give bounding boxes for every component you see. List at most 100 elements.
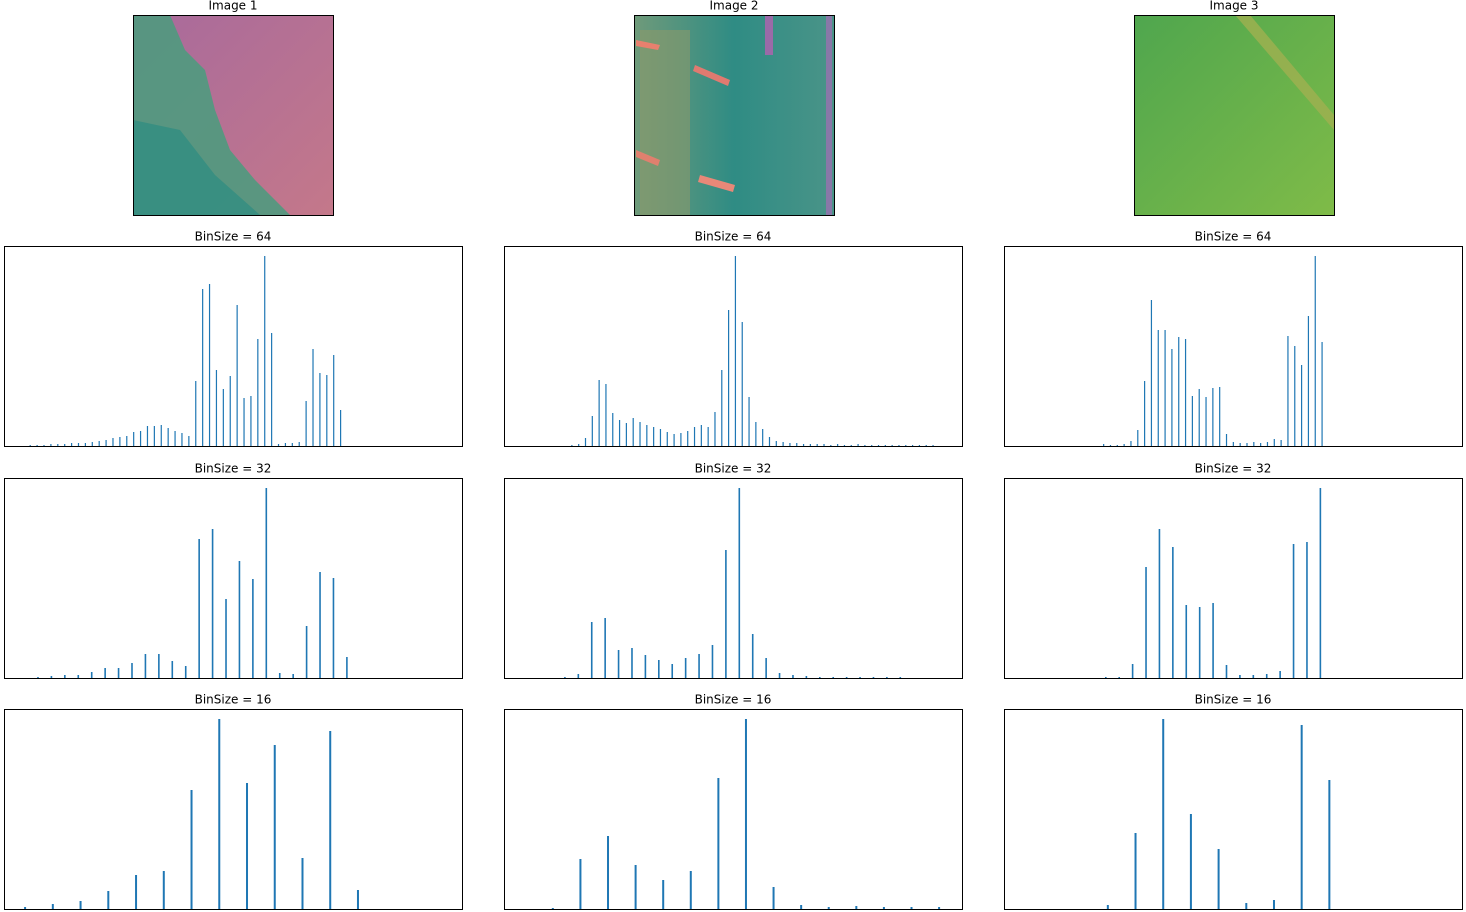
bar <box>131 663 133 678</box>
bar <box>748 397 750 446</box>
bar <box>271 333 273 446</box>
bar <box>1280 440 1282 446</box>
bar <box>305 626 308 678</box>
bar <box>312 349 314 446</box>
bar <box>891 445 893 446</box>
bar <box>1189 814 1192 909</box>
bar <box>1109 445 1112 446</box>
bar <box>857 444 859 446</box>
bar <box>577 674 580 678</box>
bar <box>872 677 875 678</box>
bar <box>146 426 149 446</box>
bar <box>1287 336 1289 446</box>
bar <box>64 444 66 446</box>
bar <box>765 658 767 678</box>
bar <box>37 677 39 678</box>
bar <box>346 657 348 678</box>
chart-title: BinSize = 64 <box>1195 230 1272 244</box>
chart-title: BinSize = 32 <box>195 462 272 476</box>
bar <box>772 887 775 909</box>
bar <box>1265 674 1268 678</box>
bar <box>243 398 245 446</box>
bar <box>938 907 941 909</box>
bar <box>632 418 634 446</box>
bar <box>1279 671 1281 678</box>
bar <box>222 389 224 446</box>
bar <box>1162 719 1165 909</box>
bar <box>112 438 114 446</box>
bar <box>711 645 714 678</box>
bar <box>198 539 200 678</box>
bar <box>188 436 190 446</box>
bar <box>356 890 359 909</box>
bar <box>1157 330 1159 446</box>
bar <box>864 445 866 446</box>
chart-title: BinSize = 32 <box>1195 462 1272 476</box>
bar <box>721 370 723 446</box>
bar <box>855 906 858 909</box>
axes-frame <box>1004 478 1463 679</box>
bar <box>1134 833 1137 909</box>
bar <box>680 433 682 446</box>
bar <box>29 445 31 446</box>
axes-frame <box>504 478 963 679</box>
bar <box>823 444 825 446</box>
bar <box>837 444 839 446</box>
bar <box>673 434 675 446</box>
bar <box>1239 675 1241 678</box>
bar <box>755 422 757 446</box>
bar <box>167 428 169 446</box>
bar <box>305 401 307 446</box>
chart-title: BinSize = 64 <box>195 230 272 244</box>
bar <box>326 375 328 446</box>
bar <box>605 384 607 446</box>
bar <box>551 908 554 909</box>
bar <box>208 284 211 446</box>
bar <box>264 256 266 446</box>
bar <box>1266 442 1269 446</box>
bar <box>884 445 886 446</box>
bar <box>1314 256 1316 446</box>
bar <box>910 907 913 909</box>
bar <box>1321 342 1323 446</box>
bar <box>1253 442 1255 446</box>
bar <box>843 445 846 446</box>
bar <box>273 745 276 909</box>
bar <box>162 871 165 909</box>
bar <box>181 433 183 446</box>
bar <box>1131 664 1134 678</box>
bar <box>98 441 100 446</box>
bar <box>775 441 777 446</box>
bar <box>1185 605 1188 678</box>
chart-title: BinSize = 16 <box>695 693 772 707</box>
bar <box>1212 603 1214 678</box>
bar <box>792 675 794 678</box>
axes-frame <box>504 246 963 447</box>
bar <box>789 443 791 446</box>
axes-frame <box>4 709 463 910</box>
bar <box>211 529 214 678</box>
bar <box>871 445 873 446</box>
bar <box>319 572 321 678</box>
bar <box>91 442 93 446</box>
bar <box>634 865 637 909</box>
bar <box>768 437 771 446</box>
bar <box>717 778 720 909</box>
bar <box>117 668 120 678</box>
bar <box>50 444 52 446</box>
bar <box>607 836 610 909</box>
bar <box>1272 900 1275 909</box>
bar <box>671 664 674 678</box>
bar <box>195 381 197 446</box>
bar <box>90 672 93 678</box>
bar <box>329 731 332 909</box>
bar <box>698 654 700 678</box>
axes-frame <box>4 478 463 679</box>
bar <box>693 427 696 446</box>
bar <box>886 677 888 678</box>
image-1 <box>133 15 334 216</box>
chart-title: BinSize = 16 <box>195 693 272 707</box>
bar <box>77 443 80 446</box>
bar <box>564 677 566 678</box>
